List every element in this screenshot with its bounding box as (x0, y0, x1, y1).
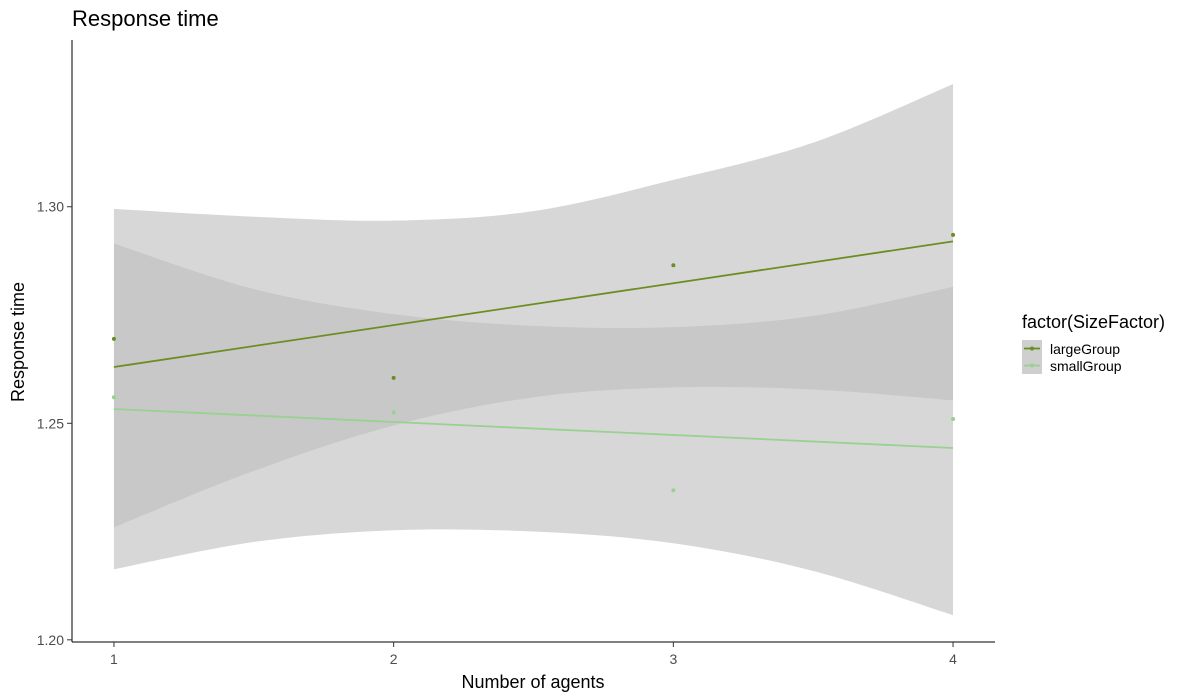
y-axis-title: Response time (8, 282, 28, 402)
legend-label-largegroup: largeGroup (1050, 341, 1120, 357)
ci-band-smallgroup (113, 84, 954, 616)
x-tick-label: 3 (669, 651, 677, 667)
data-points (111, 232, 956, 493)
y-tick-label: 1.25 (37, 415, 64, 431)
fit-lines (113, 240, 954, 449)
y-tick-label: 1.30 (37, 199, 64, 215)
x-tick-label: 4 (949, 651, 957, 667)
legend-point-largegroup (1030, 346, 1034, 351)
point-smallgroup-3 (671, 488, 676, 493)
point-largegroup-2 (391, 375, 396, 380)
legend-title: factor(SizeFactor) (1022, 312, 1165, 332)
point-largegroup-3 (671, 263, 676, 268)
point-smallgroup-4 (951, 416, 956, 421)
point-smallgroup-1 (111, 395, 116, 400)
legend-label-smallgroup: smallGroup (1050, 358, 1122, 374)
y-tick-label: 1.20 (37, 632, 64, 648)
chart-title: Response time (72, 6, 219, 31)
y-axis-ticks: 1.20 1.25 1.30 (37, 199, 72, 648)
legend-point-smallgroup (1030, 363, 1034, 368)
point-largegroup-4 (951, 232, 956, 237)
fit-line-largegroup (113, 240, 954, 368)
x-axis-ticks: 1 2 3 4 (110, 642, 957, 667)
x-tick-label: 1 (110, 651, 118, 667)
x-tick-label: 2 (390, 651, 398, 667)
confidence-bands (113, 84, 954, 616)
x-axis-title: Number of agents (461, 672, 604, 692)
point-smallgroup-2 (391, 410, 396, 415)
fit-line-smallgroup (113, 408, 954, 449)
point-largegroup-1 (111, 336, 116, 341)
